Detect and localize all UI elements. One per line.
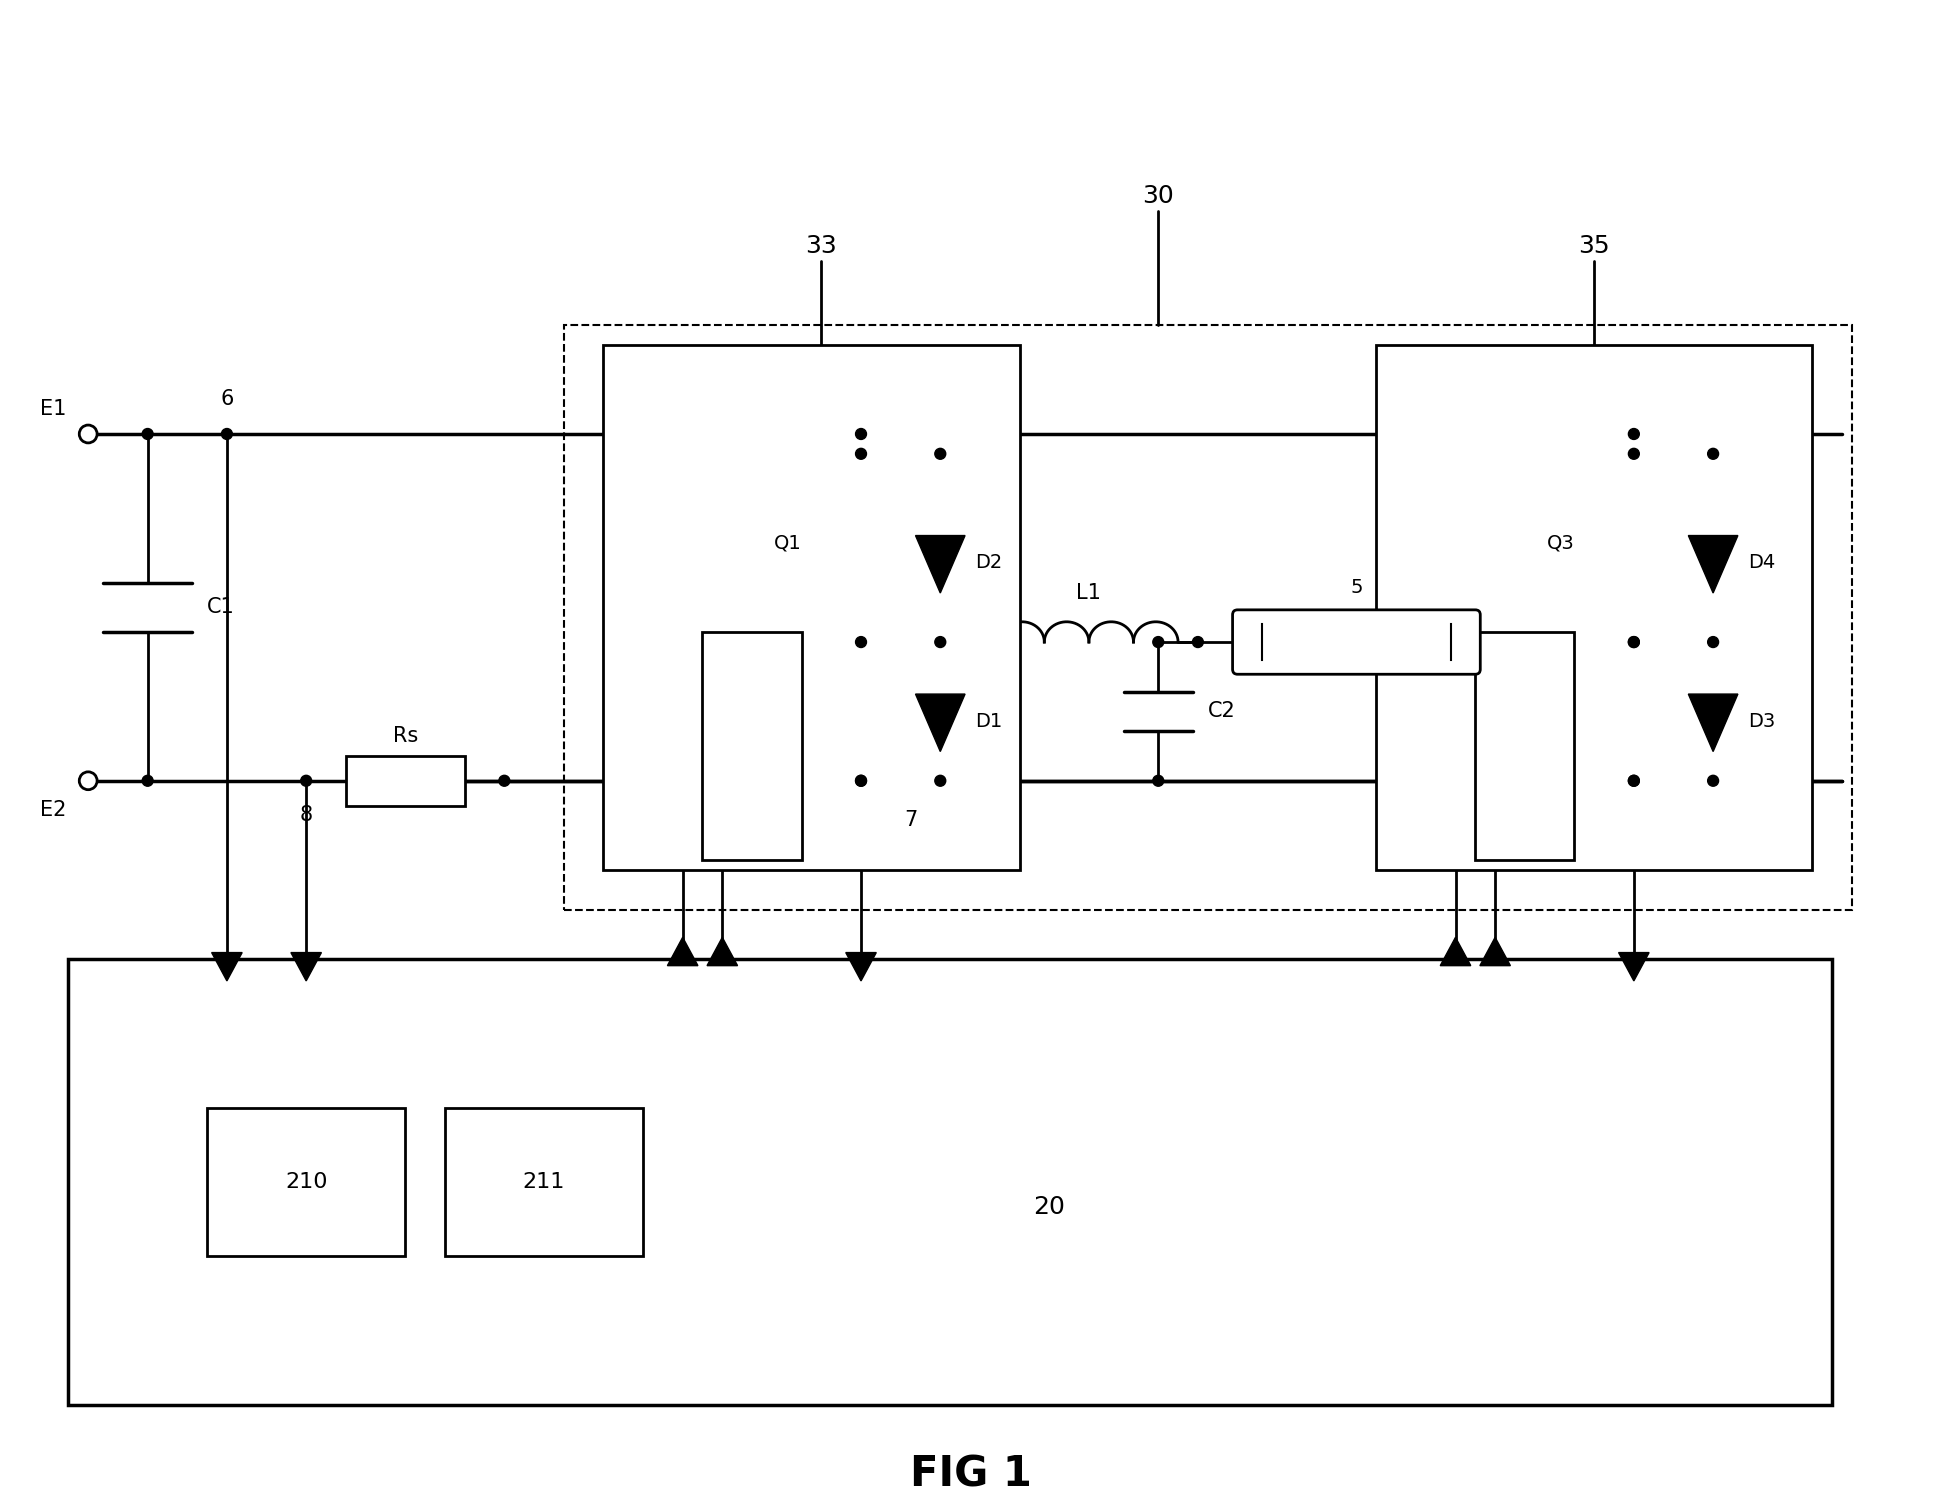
- Polygon shape: [1618, 952, 1649, 981]
- Polygon shape: [212, 952, 243, 981]
- Text: FIG 1: FIG 1: [911, 1454, 1031, 1496]
- Bar: [604, 345, 1020, 870]
- Text: 30: 30: [1142, 184, 1175, 209]
- Text: D1: D1: [975, 712, 1002, 731]
- Bar: [1476, 632, 1575, 860]
- Circle shape: [1192, 636, 1204, 648]
- Circle shape: [301, 775, 311, 786]
- Circle shape: [856, 429, 866, 440]
- Text: E2: E2: [41, 801, 66, 820]
- Text: Rs: Rs: [392, 727, 418, 746]
- Text: 35: 35: [1579, 234, 1610, 258]
- Polygon shape: [915, 694, 965, 751]
- Text: 5: 5: [1350, 579, 1363, 597]
- Polygon shape: [707, 937, 738, 966]
- Polygon shape: [291, 952, 322, 981]
- Circle shape: [856, 775, 866, 786]
- Circle shape: [1629, 636, 1639, 648]
- Bar: [1377, 345, 1812, 870]
- Circle shape: [1629, 449, 1639, 459]
- Text: 211: 211: [522, 1173, 565, 1192]
- Bar: [68, 959, 1831, 1405]
- Circle shape: [934, 636, 946, 648]
- Polygon shape: [915, 535, 965, 592]
- Bar: [346, 756, 464, 805]
- Circle shape: [142, 775, 153, 786]
- Text: L1: L1: [1076, 583, 1101, 603]
- Circle shape: [80, 772, 97, 790]
- Polygon shape: [847, 952, 876, 981]
- Circle shape: [934, 449, 946, 459]
- Bar: [445, 1108, 643, 1256]
- Text: E1: E1: [41, 399, 66, 419]
- Circle shape: [142, 429, 153, 440]
- Bar: [563, 325, 1853, 910]
- Circle shape: [499, 775, 511, 786]
- Text: C1: C1: [208, 597, 235, 618]
- Text: Q2: Q2: [773, 692, 802, 712]
- Circle shape: [1629, 429, 1639, 440]
- Text: 33: 33: [806, 234, 837, 258]
- Circle shape: [856, 449, 866, 459]
- Polygon shape: [1480, 937, 1511, 966]
- Text: Q1: Q1: [773, 533, 802, 553]
- Polygon shape: [1688, 694, 1738, 751]
- Circle shape: [1707, 775, 1719, 786]
- Circle shape: [856, 775, 866, 786]
- Circle shape: [221, 429, 233, 440]
- Circle shape: [1707, 449, 1719, 459]
- Polygon shape: [668, 937, 697, 966]
- Polygon shape: [1688, 535, 1738, 592]
- Circle shape: [1707, 636, 1719, 648]
- Text: Q4: Q4: [1546, 692, 1575, 712]
- Text: 7: 7: [903, 810, 917, 831]
- Text: C2: C2: [1208, 701, 1235, 721]
- Circle shape: [80, 425, 97, 443]
- Circle shape: [1154, 636, 1163, 648]
- Circle shape: [934, 775, 946, 786]
- Text: Q3: Q3: [1546, 533, 1575, 553]
- Circle shape: [1629, 775, 1639, 786]
- Bar: [208, 1108, 406, 1256]
- Circle shape: [1629, 636, 1639, 648]
- FancyBboxPatch shape: [1233, 610, 1480, 674]
- Text: 8: 8: [299, 805, 313, 825]
- Bar: [703, 632, 802, 860]
- Text: D3: D3: [1748, 712, 1775, 731]
- Circle shape: [1629, 775, 1639, 786]
- Circle shape: [856, 636, 866, 648]
- Text: D2: D2: [975, 553, 1002, 573]
- Text: 210: 210: [285, 1173, 328, 1192]
- Polygon shape: [1441, 937, 1470, 966]
- Text: 20: 20: [1033, 1195, 1066, 1219]
- Circle shape: [1154, 775, 1163, 786]
- Text: D4: D4: [1748, 553, 1775, 573]
- Text: 6: 6: [219, 390, 233, 409]
